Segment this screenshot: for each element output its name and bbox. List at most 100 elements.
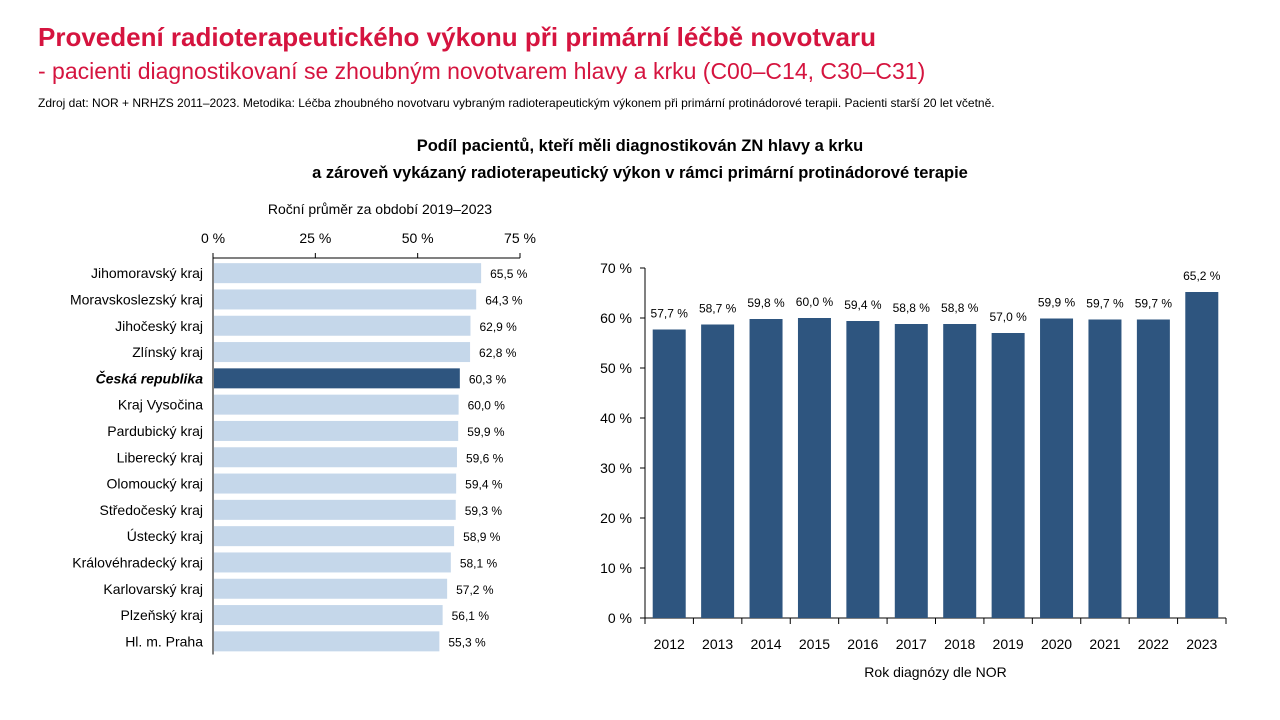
region-value-label: 59,4 %: [465, 478, 503, 492]
year-category-label: 2013: [702, 636, 733, 652]
year-value-label: 60,0 %: [796, 295, 834, 309]
year-bar: [1136, 319, 1170, 618]
region-category-label: Plzeňský kraj: [121, 607, 203, 623]
region-x-tick-label: 75 %: [504, 230, 536, 246]
region-bar: [214, 631, 440, 652]
year-category-label: 2019: [993, 636, 1024, 652]
year-bar: [701, 324, 735, 618]
region-bar: [214, 605, 443, 626]
year-value-label: 59,7 %: [1135, 297, 1173, 311]
year-bar: [1185, 292, 1219, 618]
chart-title-line2: a zároveň vykázaný radioterapeutický výk…: [312, 164, 968, 182]
region-category-label: Jihomoravský kraj: [91, 265, 203, 281]
region-value-label: 62,8 %: [479, 346, 517, 360]
region-bar: [214, 368, 460, 389]
page-title: Provedení radioterapeutického výkonu při…: [38, 22, 877, 52]
region-value-label: 55,3 %: [448, 635, 486, 649]
region-bar: [214, 499, 456, 520]
year-value-label: 65,2 %: [1183, 269, 1221, 283]
region-value-label: 56,1 %: [452, 609, 490, 623]
year-y-tick-label: 20 %: [600, 510, 632, 526]
region-bar: [214, 342, 471, 363]
year-category-label: 2018: [944, 636, 975, 652]
year-category-label: 2020: [1041, 636, 1072, 652]
year-bar: [797, 318, 831, 618]
region-value-label: 65,5 %: [490, 267, 528, 281]
region-value-label: 60,3 %: [469, 372, 507, 386]
region-category-label: Liberecký kraj: [117, 449, 203, 465]
region-bar: [214, 394, 459, 415]
region-category-label: Královéhradecký kraj: [72, 554, 203, 570]
region-x-tick-label: 25 %: [299, 230, 331, 246]
region-value-label: 60,0 %: [468, 399, 506, 413]
year-value-label: 59,8 %: [747, 296, 785, 310]
year-category-label: 2016: [847, 636, 878, 652]
year-value-label: 58,7 %: [699, 302, 737, 316]
year-bar: [749, 319, 783, 618]
region-category-label: Zlínský kraj: [132, 344, 203, 360]
year-y-tick-label: 50 %: [600, 360, 632, 376]
year-bar: [846, 321, 880, 618]
region-category-label: Ústecký kraj: [127, 528, 203, 544]
region-value-label: 58,1 %: [460, 556, 498, 570]
data-source-note: Zdroj dat: NOR + NRHZS 2011–2023. Metodi…: [38, 96, 995, 110]
region-value-label: 62,9 %: [479, 320, 517, 334]
year-y-tick-label: 40 %: [600, 410, 632, 426]
region-bar: [214, 526, 455, 547]
year-y-tick-label: 70 %: [600, 260, 632, 276]
year-bar: [652, 329, 686, 618]
year-y-tick-label: 10 %: [600, 560, 632, 576]
year-y-tick-label: 60 %: [600, 310, 632, 326]
region-category-label: Hl. m. Praha: [125, 633, 203, 649]
region-category-label: Česká republika: [96, 369, 204, 386]
region-category-label: Olomoucký kraj: [107, 476, 203, 492]
chart-title-line1: Podíl pacientů, kteří měli diagnostiková…: [416, 137, 864, 155]
year-bar: [894, 324, 928, 618]
region-bar: [214, 315, 471, 336]
region-bar: [214, 263, 482, 284]
region-bar: [214, 552, 451, 573]
region-value-label: 59,3 %: [465, 504, 503, 518]
year-category-label: 2023: [1186, 636, 1217, 652]
region-chart-title: Roční průměr za období 2019–2023: [268, 201, 492, 217]
year-value-label: 57,7 %: [651, 307, 689, 321]
chart-title: Podíl pacientů, kteří měli diagnostiková…: [0, 133, 1280, 187]
region-bar: [214, 289, 477, 310]
year-category-label: 2012: [654, 636, 685, 652]
year-value-label: 59,4 %: [844, 298, 882, 312]
year-value-label: 59,7 %: [1086, 297, 1124, 311]
region-category-label: Jihočeský kraj: [115, 318, 203, 334]
region-value-label: 59,9 %: [467, 425, 505, 439]
year-value-label: 58,8 %: [941, 301, 979, 315]
region-bar: [214, 473, 457, 494]
year-y-tick-label: 30 %: [600, 460, 632, 476]
region-category-label: Středočeský kraj: [100, 502, 203, 518]
region-value-label: 64,3 %: [485, 293, 523, 307]
year-category-label: 2017: [896, 636, 927, 652]
year-value-label: 57,0 %: [989, 310, 1027, 324]
region-x-tick-label: 50 %: [402, 230, 434, 246]
region-category-label: Kraj Vysočina: [118, 397, 203, 413]
region-value-label: 59,6 %: [466, 451, 504, 465]
region-category-label: Moravskoslezský kraj: [70, 291, 203, 307]
region-category-label: Pardubický kraj: [107, 423, 203, 439]
year-category-label: 2014: [750, 636, 781, 652]
year-bar: [1088, 319, 1122, 618]
year-bar: [1040, 318, 1074, 618]
region-bar: [214, 447, 457, 468]
region-bar: [214, 420, 459, 441]
year-y-tick-label: 0 %: [608, 610, 632, 626]
page-subtitle: - pacienti diagnostikovaní se zhoubným n…: [38, 58, 926, 84]
year-category-label: 2015: [799, 636, 830, 652]
region-x-tick-label: 0 %: [201, 230, 225, 246]
year-category-label: 2022: [1138, 636, 1169, 652]
region-bar: [214, 578, 448, 599]
year-bar: [991, 333, 1025, 618]
region-value-label: 57,2 %: [456, 583, 494, 597]
region-category-label: Karlovarský kraj: [103, 581, 203, 597]
year-value-label: 59,9 %: [1038, 296, 1076, 310]
year-category-label: 2021: [1089, 636, 1120, 652]
region-value-label: 58,9 %: [463, 530, 501, 544]
year-bar: [943, 324, 977, 618]
